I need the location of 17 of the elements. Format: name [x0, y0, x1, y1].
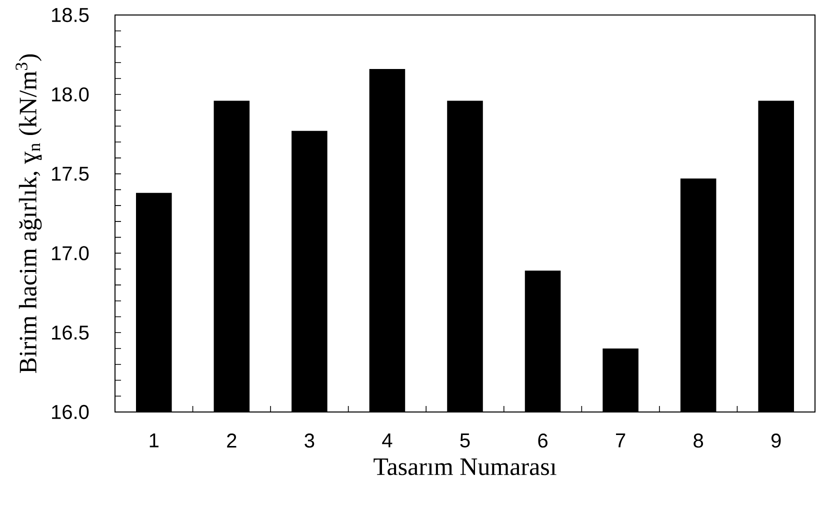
y-tick-label: 18.0: [52, 87, 89, 102]
x-tick-label: 2: [227, 434, 236, 448]
y-tick-label: 17.5: [52, 166, 89, 181]
x-tick-label: 5: [460, 434, 470, 448]
x-tick-label: 4: [382, 434, 392, 448]
x-tick-label: 6: [538, 434, 548, 448]
x-tick-label: 1: [150, 434, 158, 448]
y-axis-title: Birim hacim ağırlık, ɣ$_{n}$ (kN/m$^{3}$): [16, 54, 42, 374]
x-tick-label: 7: [616, 434, 626, 448]
y-tick-label: 16.0: [52, 404, 89, 420]
x-tick-label: 9: [771, 434, 781, 448]
y-tick-label: 17.0: [52, 246, 89, 260]
y-tick-label: 18.5: [52, 8, 89, 22]
x-tick-label: 8: [694, 434, 704, 448]
y-tick-label: 16.5: [52, 326, 89, 340]
x-axis-title: Tasarım Numarası: [374, 458, 556, 476]
x-tick-label: 3: [304, 434, 314, 448]
